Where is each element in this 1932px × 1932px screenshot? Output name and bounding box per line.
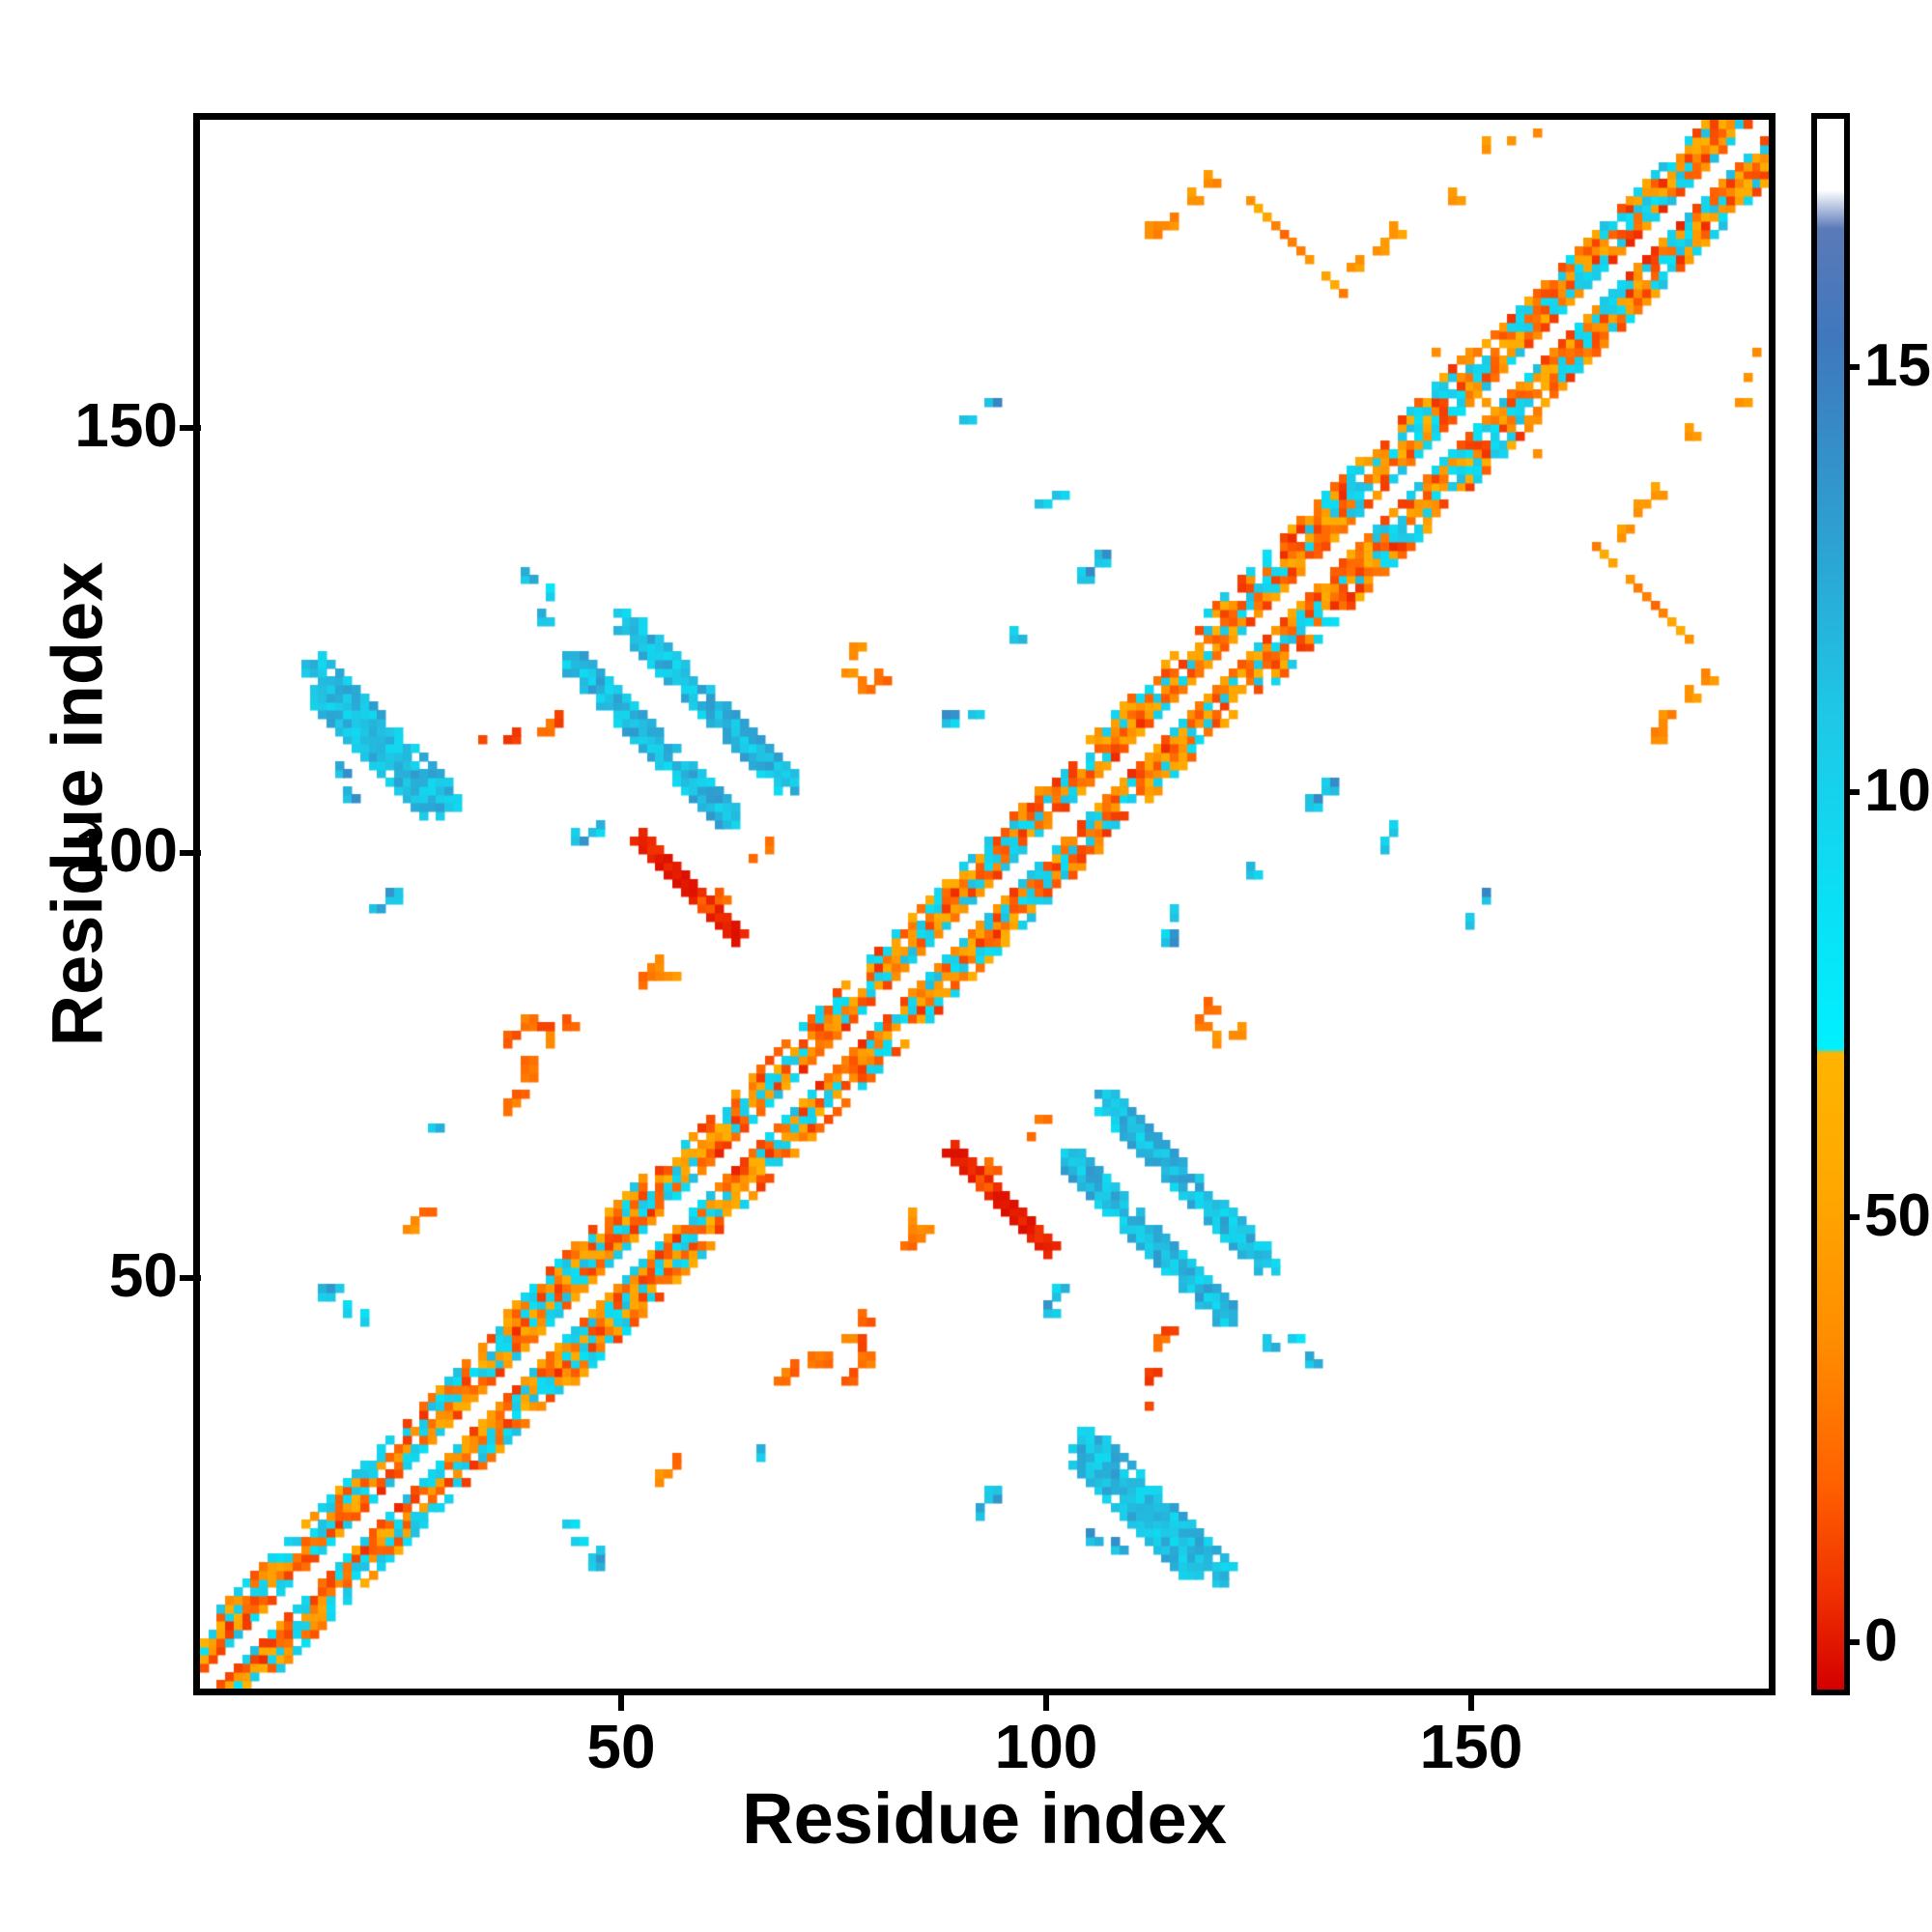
plot-area[interactable] xyxy=(193,113,1776,1695)
contact-map-canvas[interactable] xyxy=(200,120,1769,1689)
y-ticklabel-150: 150 xyxy=(74,390,178,460)
colorbar[interactable] xyxy=(1811,113,1850,1695)
x-tick-100 xyxy=(1043,1690,1049,1711)
y-ticklabel-100: 100 xyxy=(74,815,178,885)
colorbar-label-50: 50 xyxy=(1864,1182,1931,1249)
x-axis-title: Residue index xyxy=(742,1778,1227,1859)
x-tick-150 xyxy=(1468,1690,1474,1711)
x-ticklabel-100: 100 xyxy=(994,1712,1098,1781)
y-axis-title: Residue index xyxy=(37,561,118,1047)
x-ticklabel-150: 150 xyxy=(1419,1712,1523,1781)
colorbar-gradient xyxy=(1811,113,1850,1695)
colorbar-tick-100 xyxy=(1844,789,1860,795)
y-tick-100 xyxy=(180,850,201,856)
colorbar-tick-50 xyxy=(1844,1214,1860,1220)
colorbar-label-100: 100 xyxy=(1864,757,1932,824)
x-ticklabel-50: 50 xyxy=(586,1712,656,1781)
y-tick-150 xyxy=(180,425,201,431)
y-tick-50 xyxy=(180,1275,201,1281)
y-ticklabel-50: 50 xyxy=(108,1240,178,1310)
colorbar-label-150: 150 xyxy=(1864,332,1932,399)
colorbar-tick-0 xyxy=(1844,1639,1860,1645)
x-tick-50 xyxy=(618,1690,624,1711)
colorbar-label-0: 0 xyxy=(1864,1607,1898,1674)
colorbar-tick-150 xyxy=(1844,364,1860,370)
